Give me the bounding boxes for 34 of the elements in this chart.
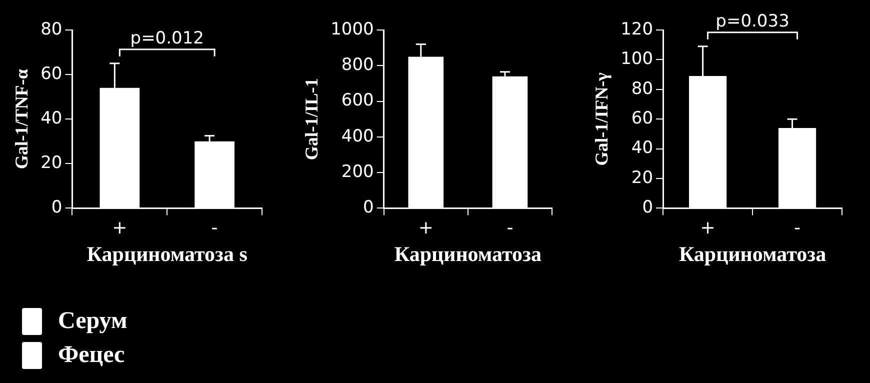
text: Серум bbox=[58, 308, 128, 334]
y-tick-label: 60 bbox=[631, 108, 654, 129]
y-tick-label: 80 bbox=[631, 78, 654, 99]
x-tick-label: - bbox=[506, 218, 514, 239]
annotation: p=0.033 bbox=[716, 11, 790, 32]
y-axis-title: Gal-1/TNF-α bbox=[11, 69, 32, 170]
y-tick-label: 40 bbox=[631, 138, 654, 158]
y-tick-label: 600 bbox=[341, 90, 374, 111]
y-tick-label: 120 bbox=[620, 19, 654, 40]
x-axis-title: Карциноматоза s bbox=[86, 242, 248, 266]
y-tick-label: 40 bbox=[40, 108, 62, 129]
y-tick-label: 0 bbox=[51, 198, 62, 218]
y-axis-title: Gal-1/IL-1 bbox=[301, 78, 322, 160]
y-tick-label: 400 bbox=[341, 126, 374, 146]
x-axis-title: Карциноматоза bbox=[678, 242, 827, 266]
x-tick-label: - bbox=[794, 218, 801, 239]
annotation: p=0.012 bbox=[130, 28, 204, 48]
y-tick-label: 20 bbox=[631, 168, 654, 188]
x-tick-label: - bbox=[211, 218, 218, 239]
y-tick-label: 20 bbox=[40, 153, 62, 174]
y-tick-label: 0 bbox=[363, 198, 374, 218]
y-tick-label: 800 bbox=[341, 55, 374, 76]
x-axis-title: Карциноматоза bbox=[394, 242, 542, 266]
y-tick-label: 0 bbox=[642, 198, 654, 218]
y-tick-label: 1000 bbox=[330, 19, 374, 40]
y-tick-label: 200 bbox=[341, 162, 374, 182]
y-tick-label: 60 bbox=[40, 64, 62, 84]
y-tick-label: 80 bbox=[40, 19, 62, 40]
text: Фецес bbox=[58, 342, 125, 368]
x-tick-label: + bbox=[418, 218, 434, 239]
x-tick-label: + bbox=[112, 218, 128, 239]
y-axis-title: Gal-1/IFN-γ bbox=[591, 72, 612, 166]
y-tick-label: 100 bbox=[620, 49, 654, 70]
x-tick-label: + bbox=[700, 218, 716, 239]
